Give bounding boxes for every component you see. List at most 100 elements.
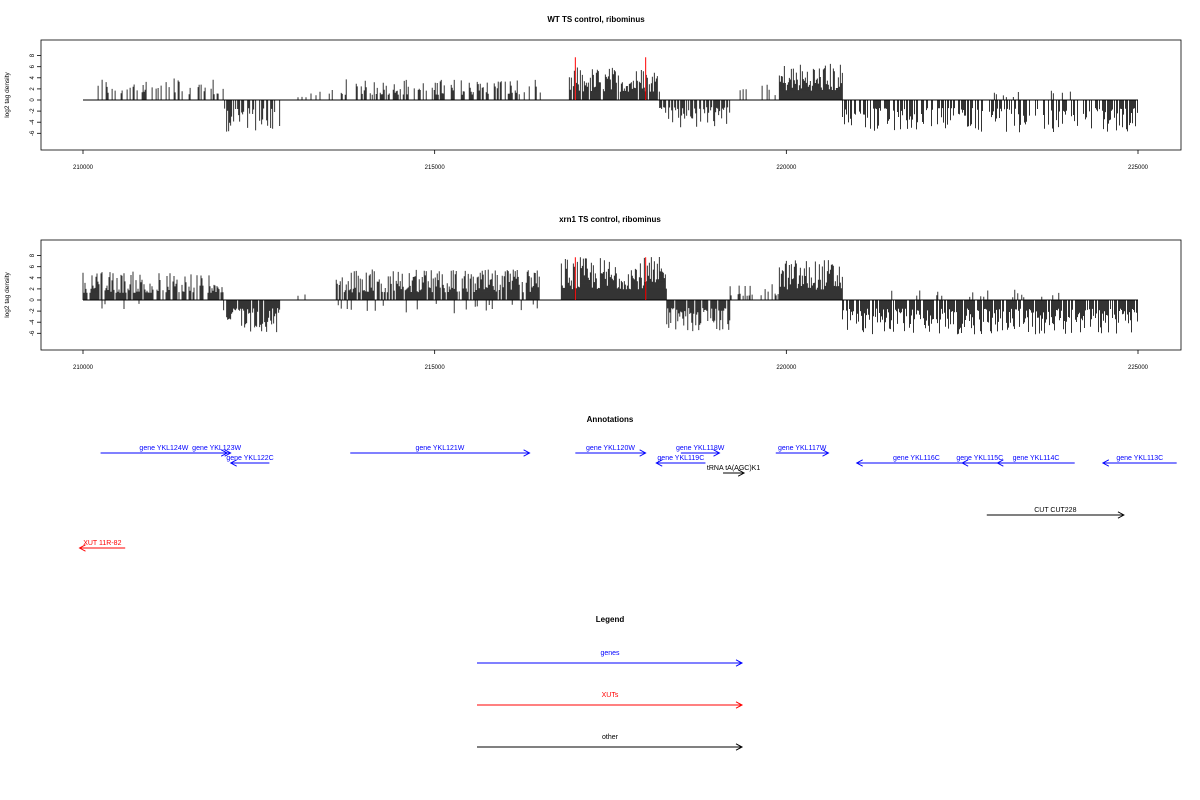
y-tick-label: -2 bbox=[30, 308, 36, 314]
signal-cluster-3 bbox=[297, 294, 306, 300]
xrn1-y-ticks: -6 -4 -2 0 2 4 6 8 bbox=[30, 253, 41, 336]
legend-label: XUTs bbox=[602, 692, 619, 699]
signal-cluster-1 bbox=[101, 300, 140, 309]
feature-arrowhead bbox=[1101, 459, 1110, 467]
signal-cluster-6 bbox=[739, 84, 776, 100]
feature-arrowhead bbox=[1117, 511, 1125, 519]
legend-item-other: other bbox=[477, 734, 744, 751]
signal-cluster-5 bbox=[337, 300, 538, 314]
y-tick-label: -6 bbox=[30, 330, 36, 336]
signal-cluster-2 bbox=[297, 91, 321, 100]
y-tick-label: 2 bbox=[30, 87, 36, 91]
y-tick-label: 2 bbox=[30, 287, 36, 291]
y-tick-label: 6 bbox=[30, 64, 36, 68]
legend-arrowhead bbox=[735, 701, 744, 709]
legend-item-genes: genes bbox=[477, 650, 744, 667]
feature-gene-ykl120w: gene YKL120W bbox=[575, 445, 647, 457]
signal-cluster-4 bbox=[568, 67, 660, 100]
feature-arrowhead bbox=[961, 459, 969, 467]
feature-gene-ykl119c: gene YKL119C bbox=[655, 455, 706, 467]
feature-label: gene YKL115C bbox=[956, 455, 1003, 462]
signal-cluster-11 bbox=[891, 289, 1060, 300]
feature-label: gene YKL113C bbox=[1116, 455, 1163, 462]
signal-cluster-8 bbox=[729, 284, 779, 300]
feature-gene-ykl122c: gene YKL122C bbox=[226, 455, 274, 467]
feature-gene-ykl117w: gene YKL117W bbox=[775, 445, 830, 457]
feature-label: gene YKL123W bbox=[192, 445, 241, 452]
y-tick-label: 4 bbox=[30, 275, 36, 279]
y-tick-label: 6 bbox=[30, 264, 36, 268]
feature-arrowhead bbox=[996, 459, 1004, 467]
feature-arrowhead bbox=[639, 449, 647, 457]
signal-cluster-1 bbox=[224, 100, 281, 132]
feature-label: CUT CUT228 bbox=[1034, 507, 1076, 514]
signal-cluster-6 bbox=[560, 257, 667, 300]
legend-title: Legend bbox=[596, 615, 625, 624]
feature-label: gene YKL116C bbox=[893, 455, 940, 462]
feature-label: gene YKL121W bbox=[415, 445, 464, 452]
signal-cluster-4 bbox=[335, 269, 540, 300]
wt-track-panel: WT TS control, ribominus log2 tag densit… bbox=[4, 15, 1182, 171]
feature-label: XUT 11R-82 bbox=[83, 540, 121, 547]
feature-cut-cut228: CUT CUT228 bbox=[986, 507, 1125, 519]
signal-cluster-8 bbox=[842, 100, 1138, 133]
feature-label: gene YKL120W bbox=[586, 445, 635, 452]
signal-cluster-7 bbox=[666, 300, 731, 332]
feature-arrowhead bbox=[737, 469, 746, 477]
wt-y-ticks: -6 -4 -2 0 2 4 6 8 bbox=[30, 53, 41, 136]
signal-cluster-2 bbox=[223, 300, 281, 333]
xrn1-plot-frame bbox=[40, 239, 1182, 351]
annotation-features: gene YKL124W gene YKL123W gene YKL122C gene… bbox=[78, 445, 1177, 552]
feature-label: gene YKL124W bbox=[139, 445, 188, 452]
x-tick-label: 210000 bbox=[73, 365, 94, 371]
feature-arrowhead bbox=[822, 449, 830, 457]
feature-arrowhead bbox=[523, 449, 531, 457]
feature-gene-ykl123w: gene YKL123W bbox=[192, 445, 241, 457]
y-tick-label: 0 bbox=[30, 298, 36, 302]
y-tick-label: 8 bbox=[30, 53, 36, 57]
x-tick-label: 225000 bbox=[1128, 365, 1149, 371]
feature-label: gene YKL119C bbox=[657, 455, 704, 462]
wt-track-title: WT TS control, ribominus bbox=[547, 15, 645, 24]
x-tick-label: 220000 bbox=[776, 365, 797, 371]
legend-panel: Legend genes XUTs other bbox=[477, 615, 744, 751]
xrn1-signal-bars bbox=[82, 257, 1138, 335]
annotations-title: Annotations bbox=[587, 415, 634, 424]
feature-gene-ykl118w: gene YKL118W bbox=[676, 445, 725, 457]
y-tick-label: 8 bbox=[30, 253, 36, 257]
feature-xut-11r-82: XUT 11R-82 bbox=[78, 540, 126, 552]
feature-label: gene YKL122C bbox=[226, 455, 273, 462]
feature-gene-ykl116c: gene YKL116C bbox=[855, 455, 977, 467]
feature-trna-ta-agc-k1: tRNA tA(AGC)K1 bbox=[707, 465, 760, 477]
signal-cluster-7 bbox=[778, 63, 843, 100]
x-tick-label: 225000 bbox=[1128, 165, 1149, 171]
xrn1-track-title: xrn1 TS control, ribominus bbox=[559, 215, 661, 224]
xrn1-y-axis-label: log2 tag density bbox=[4, 271, 11, 317]
feature-gene-ykl114c: gene YKL114C bbox=[996, 455, 1075, 467]
y-tick-label: -6 bbox=[30, 130, 36, 136]
legend-arrowhead bbox=[735, 743, 744, 751]
feature-label: gene YKL118W bbox=[676, 445, 725, 452]
y-tick-label: -4 bbox=[30, 319, 36, 325]
feature-label: tRNA tA(AGC)K1 bbox=[707, 465, 760, 472]
feature-gene-ykl113c: gene YKL113C bbox=[1101, 455, 1177, 467]
feature-arrowhead bbox=[78, 544, 86, 552]
xrn1-x-ticks: 210000 215000 220000 225000 bbox=[73, 350, 1149, 371]
signal-cluster-3 bbox=[328, 79, 541, 100]
feature-label: gene YKL117W bbox=[778, 445, 827, 452]
feature-label: gene YKL114C bbox=[1013, 455, 1060, 462]
legend-item-xuts: XUTs bbox=[477, 692, 744, 709]
legend-label: genes bbox=[600, 650, 620, 657]
wt-signal-bars bbox=[83, 57, 1138, 133]
signal-cluster-0 bbox=[97, 78, 224, 100]
legend-label: other bbox=[602, 734, 619, 741]
wt-plot-frame bbox=[40, 39, 1182, 151]
legend-arrowhead bbox=[735, 659, 744, 667]
signal-cluster-9 bbox=[993, 90, 1071, 100]
feature-arrowhead bbox=[655, 459, 663, 467]
wt-y-axis-label: log2 tag density bbox=[4, 71, 11, 117]
x-tick-label: 215000 bbox=[425, 165, 446, 171]
feature-gene-ykl115c: gene YKL115C bbox=[956, 455, 1003, 467]
feature-arrowhead bbox=[713, 449, 721, 457]
